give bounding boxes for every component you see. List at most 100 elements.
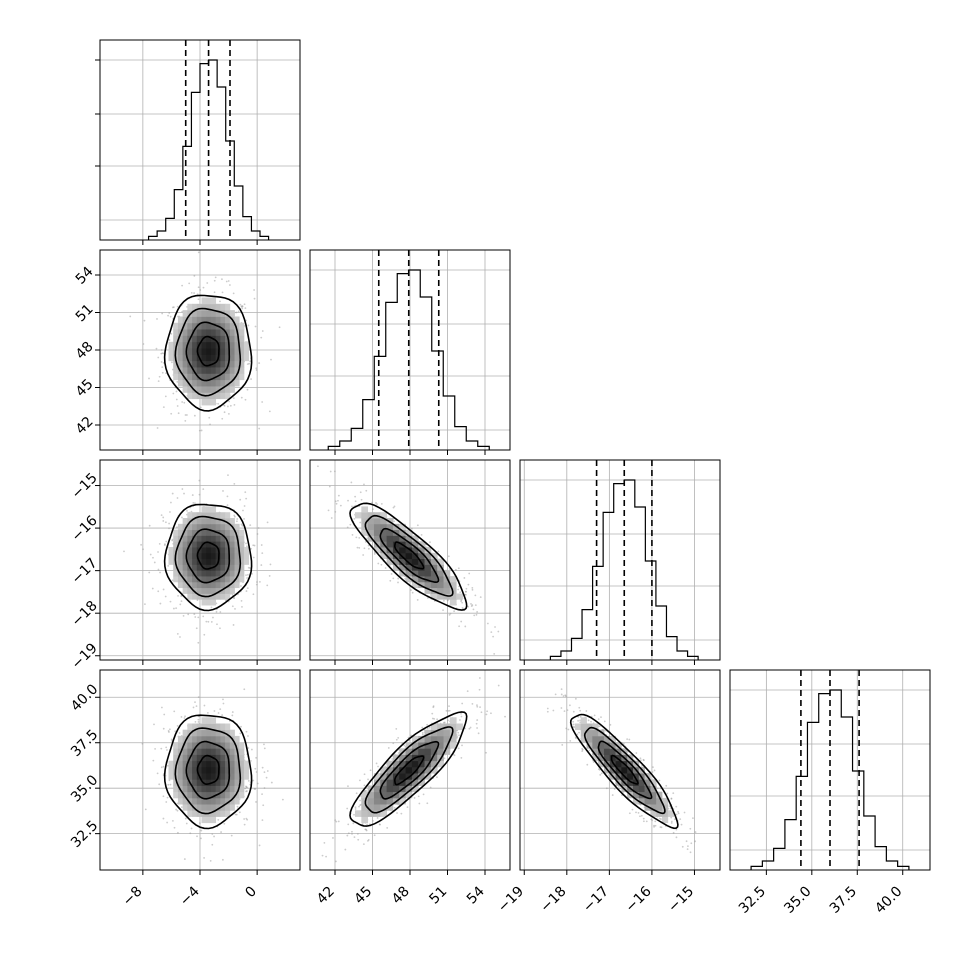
scatter-point <box>173 826 176 829</box>
scatter-point <box>261 766 264 769</box>
scatter-point <box>197 286 200 289</box>
scatter-point <box>375 762 378 765</box>
density-cell <box>361 816 369 824</box>
density-cell <box>411 748 419 755</box>
scatter-point <box>410 527 413 530</box>
density-cell <box>437 729 444 737</box>
density-cell <box>182 587 188 594</box>
scatter-point <box>332 837 334 839</box>
density-cell <box>234 576 240 583</box>
density-cell <box>206 541 212 548</box>
scatter-point <box>642 817 645 820</box>
density-cell <box>206 518 212 525</box>
density-cell <box>229 773 235 780</box>
density-cell <box>229 754 235 762</box>
scatter-point <box>263 771 266 774</box>
density-cell <box>215 316 221 324</box>
density-cell <box>386 804 394 811</box>
density-cell <box>229 797 235 805</box>
density-cell <box>187 748 193 755</box>
density-cell <box>598 748 605 755</box>
scatter-point <box>278 326 281 329</box>
scatter-point <box>640 764 643 767</box>
scatter-point <box>202 286 205 289</box>
scatter-point <box>247 779 250 782</box>
density-cell <box>424 587 432 594</box>
density-cell <box>220 341 226 349</box>
scatter-point <box>171 579 174 582</box>
density-cell <box>220 810 226 817</box>
scatter-point <box>193 292 195 294</box>
scatter-point <box>216 663 218 665</box>
scatter-point <box>177 594 179 597</box>
scatter-point <box>222 698 224 701</box>
density-cell <box>225 547 231 554</box>
density-cell <box>182 748 188 755</box>
density-cell <box>201 735 207 743</box>
density-cell <box>243 354 250 362</box>
scatter-point <box>182 614 185 617</box>
scatter-point <box>200 829 203 832</box>
scatter-point <box>458 734 460 737</box>
density-cell <box>182 729 188 737</box>
scatter-point <box>476 611 479 613</box>
scatter-point <box>685 840 688 843</box>
scatter-point <box>436 718 439 721</box>
scatter-point <box>665 784 668 787</box>
density-cell <box>380 552 388 560</box>
scatter-point <box>323 841 326 844</box>
scatter-point <box>176 526 178 529</box>
density-cell <box>386 779 394 786</box>
density-cell <box>220 593 226 600</box>
density-cell <box>182 547 188 554</box>
density-cell <box>386 797 394 805</box>
density-cell <box>201 723 207 731</box>
scatter-point <box>206 712 209 714</box>
scatter-point <box>660 818 662 820</box>
panel-frame <box>519 459 721 661</box>
density-cell <box>206 303 212 311</box>
scatter-point <box>651 771 654 773</box>
density-cell <box>173 564 179 571</box>
density-cell <box>210 518 217 525</box>
density-cell <box>215 729 221 737</box>
density-cell <box>405 748 413 755</box>
scatter-point <box>447 719 449 722</box>
scatter-point <box>358 546 361 549</box>
density-cell <box>187 392 193 400</box>
scatter-point <box>380 563 383 566</box>
density-cell <box>220 373 226 381</box>
density-cell <box>234 354 240 362</box>
scatter-point <box>670 797 673 800</box>
scatter-point <box>411 591 414 594</box>
density-cell <box>234 541 240 548</box>
scatter-point <box>464 625 467 628</box>
scatter-point <box>352 822 355 825</box>
scatter-point <box>203 633 206 636</box>
scatter-point <box>196 835 198 838</box>
scatter-point <box>268 575 271 577</box>
panel-content <box>546 688 697 854</box>
density-cell <box>243 341 250 349</box>
scatter-point <box>168 339 171 341</box>
scatter-point <box>359 799 361 802</box>
scatter-point <box>456 735 459 738</box>
density-cell <box>430 748 438 755</box>
density-cell <box>373 523 381 531</box>
scatter-point <box>480 711 483 714</box>
density-cell <box>210 760 217 768</box>
density-cell <box>411 735 419 743</box>
density-cell <box>229 341 235 349</box>
density-cell <box>437 723 444 731</box>
scatter-point <box>172 392 175 395</box>
scatter-point <box>244 307 247 309</box>
density-cell <box>215 523 221 531</box>
scatter-point <box>333 470 336 473</box>
density-cell <box>210 348 217 355</box>
density-cell <box>234 552 240 560</box>
density-cell <box>210 570 217 577</box>
density-cell <box>220 386 226 393</box>
density-cell <box>210 512 217 519</box>
scatter-point <box>475 722 478 725</box>
scatter-point <box>673 818 676 821</box>
